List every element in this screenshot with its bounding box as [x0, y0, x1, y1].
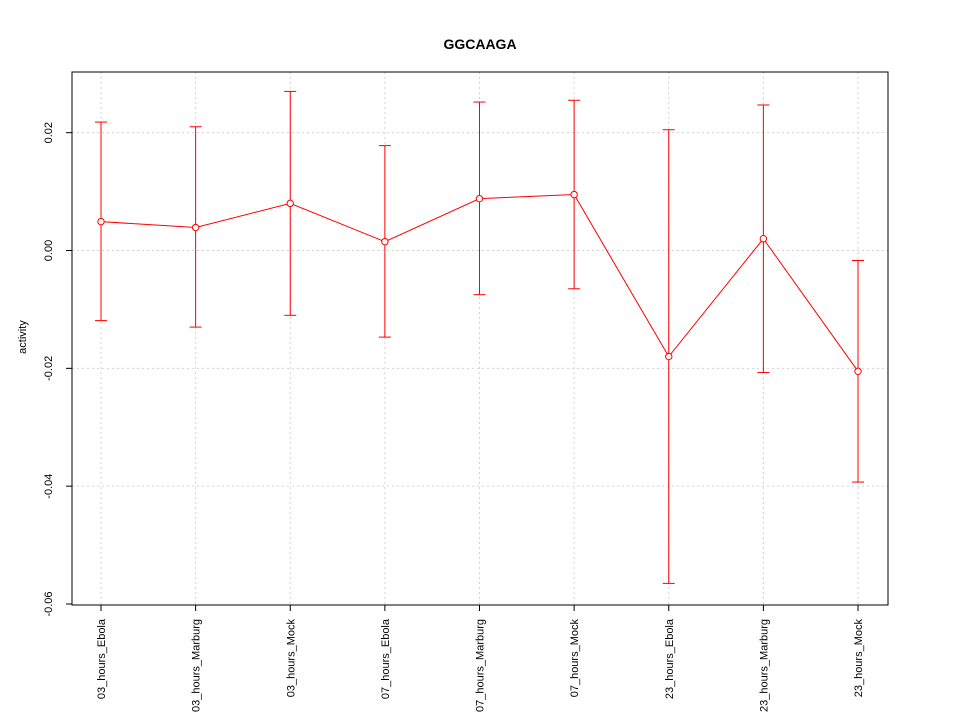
- x-tick-label: 23_hours_Mock: [853, 619, 865, 698]
- axes: -0.06 -0.04 -0.02 0.00 0.02 03_hours_Ebola 03_…: [43, 122, 865, 712]
- data-point: [191, 223, 200, 232]
- data-point: [381, 237, 389, 246]
- y-tick-label: 0.00: [43, 240, 55, 261]
- plot-frame: [71, 71, 889, 606]
- data-point: [665, 352, 673, 361]
- y-tick-label: -0.04: [43, 474, 55, 499]
- data-point: [759, 235, 768, 243]
- y-tick-label: 0.02: [43, 122, 55, 143]
- x-tick-label: 07_hours_Marburg: [475, 619, 487, 712]
- x-tick-label: 07_hours_Mock: [569, 619, 581, 698]
- data-point: [286, 199, 294, 208]
- y-axis-label: activity: [17, 320, 29, 354]
- x-tick-label: 03_hours_Ebola: [96, 618, 108, 699]
- x-tick-label: 07_hours_Ebola: [380, 618, 392, 699]
- y-tick-label: -0.06: [43, 591, 55, 616]
- data-point: [570, 190, 578, 199]
- y-tick-label: -0.02: [43, 356, 55, 381]
- x-tick-label: 23_hours_Marburg: [758, 619, 770, 712]
- data-point: [97, 217, 105, 226]
- x-tick-label: 03_hours_Mock: [285, 619, 297, 698]
- series-layer: [97, 190, 862, 375]
- x-tick-label: 03_hours_Marburg: [191, 619, 203, 712]
- data-point: [854, 367, 862, 375]
- data-point: [475, 194, 484, 203]
- x-tick-label: 23_hours_Ebola: [664, 618, 676, 699]
- chart-title: GGCAAGA: [443, 36, 516, 52]
